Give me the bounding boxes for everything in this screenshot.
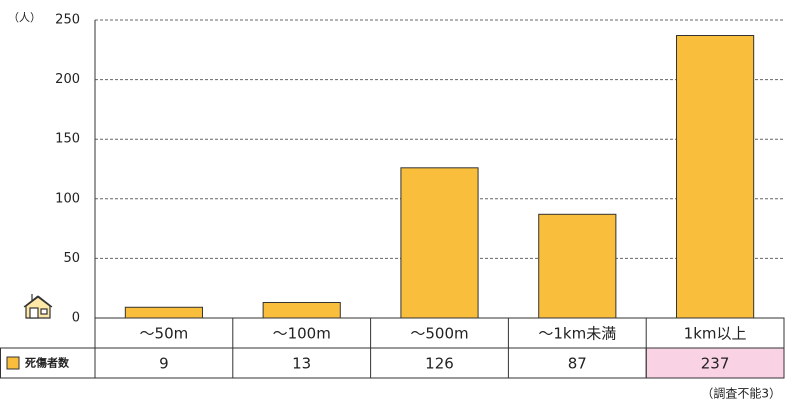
legend-swatch xyxy=(6,356,20,370)
y-tick-label: 100 xyxy=(55,191,80,206)
y-tick-label: 50 xyxy=(63,251,80,266)
table-value: 13 xyxy=(292,355,311,373)
y-tick-label: 200 xyxy=(55,72,80,87)
house-icon xyxy=(23,294,53,319)
table-category-row xyxy=(94,317,785,349)
bar xyxy=(538,213,617,319)
y-tick-label: 250 xyxy=(55,13,80,28)
x-tick-label: ～1km未満 xyxy=(538,325,616,343)
legend-label: 死傷者数 xyxy=(25,356,70,370)
note: （調査不能3） xyxy=(701,387,781,401)
x-tick-label: ～500m xyxy=(410,325,468,343)
y-tick-label: 150 xyxy=(55,132,80,147)
x-tick-label: 1km以上 xyxy=(684,325,747,343)
bar xyxy=(400,167,479,319)
highlight-cell xyxy=(645,347,785,379)
table-value: 237 xyxy=(701,355,730,373)
table-value: 126 xyxy=(425,355,454,373)
y-tick-label: 0 xyxy=(72,311,80,326)
table-value: 9 xyxy=(159,355,169,373)
bar xyxy=(262,302,341,319)
bar xyxy=(124,306,203,319)
table-value: 87 xyxy=(568,355,587,373)
x-tick-label: ～50m xyxy=(140,325,189,343)
y-axis-label: （人） xyxy=(8,11,41,24)
bar xyxy=(676,34,755,319)
x-tick-label: ～100m xyxy=(273,325,331,343)
